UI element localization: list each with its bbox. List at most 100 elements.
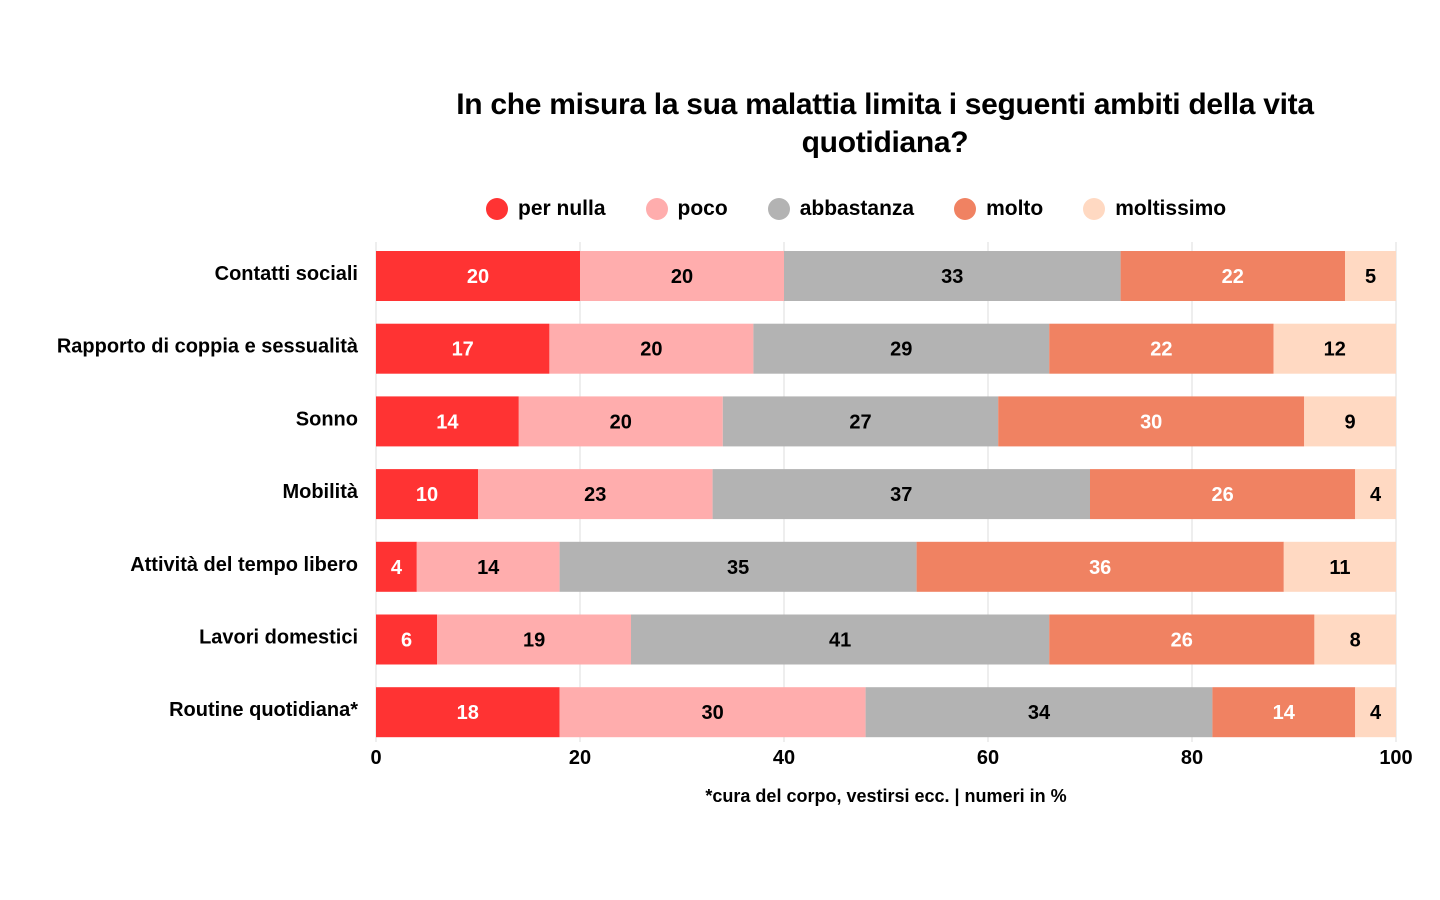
bar-segment-per-nulla bbox=[376, 323, 550, 374]
data-label: 30 bbox=[701, 702, 723, 724]
data-label: 20 bbox=[640, 339, 662, 361]
legend-item-abbastanza: abbastanza bbox=[767, 197, 915, 221]
chart-title: In che misura la sua malattia limita i s… bbox=[380, 86, 1390, 162]
data-label: 29 bbox=[890, 339, 912, 361]
bar-segment-poco bbox=[437, 614, 631, 665]
category-label: Sonno bbox=[296, 408, 358, 430]
legend-item-per-nulla: per nulla bbox=[486, 197, 606, 221]
category-labels: Contatti sociali Rapporto di coppia e ses… bbox=[57, 263, 359, 721]
data-label: 27 bbox=[849, 411, 871, 433]
data-label: 10 bbox=[416, 484, 438, 506]
data-label: 33 bbox=[941, 266, 963, 288]
bar-segment-moltissimo bbox=[1304, 396, 1396, 447]
data-label: 12 bbox=[1324, 339, 1346, 361]
x-tick-label: 20 bbox=[569, 747, 591, 769]
category-label: Attività del tempo libero bbox=[130, 554, 358, 576]
x-tick-label: 60 bbox=[977, 747, 999, 769]
legend-label: abbastanza bbox=[799, 197, 915, 220]
bar-segment-poco bbox=[416, 541, 560, 592]
bar-segment-per-nulla bbox=[376, 251, 580, 301]
bar-segment-molto bbox=[1120, 251, 1345, 301]
bar-segment-abbastanza bbox=[784, 251, 1121, 301]
data-label: 22 bbox=[1222, 266, 1244, 288]
legend: per nulla poco abbastanza molto moltissi… bbox=[486, 194, 1266, 224]
bar-segment-moltissimo bbox=[1273, 323, 1396, 374]
bar-segment-poco bbox=[580, 251, 784, 301]
bar-segment-molto bbox=[916, 541, 1284, 592]
data-label: 35 bbox=[727, 557, 749, 579]
bar-row: 4 14 35 36 11 bbox=[376, 541, 1396, 592]
data-label: 34 bbox=[1028, 702, 1051, 724]
bar-segment-moltissimo bbox=[1283, 541, 1396, 592]
x-axis-ticks: 0 20 40 60 80 100 bbox=[370, 747, 1412, 769]
legend-swatch-icon bbox=[1083, 198, 1106, 220]
bar-segment-abbastanza bbox=[559, 541, 917, 592]
category-label: Lavori domestici bbox=[199, 627, 358, 649]
data-label: 41 bbox=[829, 630, 851, 652]
bar-row: 18 30 34 14 4 bbox=[376, 687, 1396, 738]
legend-label: poco bbox=[677, 197, 728, 220]
data-label: 14 bbox=[1273, 702, 1296, 724]
bar-segment-per-nulla bbox=[376, 541, 417, 592]
data-label: 37 bbox=[890, 484, 912, 506]
data-label: 17 bbox=[452, 339, 474, 361]
data-label: 4 bbox=[1370, 702, 1382, 724]
legend-swatch-icon bbox=[486, 198, 508, 220]
legend-swatch-icon bbox=[954, 198, 977, 220]
bar-segment-abbastanza bbox=[865, 687, 1213, 738]
data-label: 5 bbox=[1365, 266, 1376, 288]
data-label: 20 bbox=[671, 266, 693, 288]
category-label: Routine quotidiana* bbox=[169, 699, 358, 721]
bar-segment-per-nulla bbox=[376, 614, 438, 665]
chart-title-line-1: In che misura la sua malattia limita i s… bbox=[456, 88, 1314, 121]
bar-row: 14 20 27 30 9 bbox=[376, 396, 1396, 447]
x-tick-label: 100 bbox=[1379, 747, 1412, 769]
bar-segment-moltissimo bbox=[1345, 251, 1396, 301]
bar-segment-abbastanza bbox=[712, 469, 1090, 520]
bar-row: 20 20 33 22 5 bbox=[376, 251, 1396, 301]
category-label: Mobilità bbox=[282, 481, 358, 503]
bar-segment-per-nulla bbox=[376, 396, 519, 447]
bar-segment-moltissimo bbox=[1314, 614, 1396, 665]
bar-segment-molto bbox=[1049, 323, 1274, 374]
data-label: 19 bbox=[523, 630, 545, 652]
bar-segment-abbastanza bbox=[631, 614, 1050, 665]
bar-row: 10 23 37 26 4 bbox=[376, 469, 1396, 520]
bar-segment-molto bbox=[1212, 687, 1356, 738]
legend-swatch-icon bbox=[767, 198, 790, 220]
bar-row: 17 20 29 22 12 bbox=[376, 323, 1396, 374]
x-tick-label: 80 bbox=[1181, 747, 1203, 769]
bar-segment-poco bbox=[549, 323, 754, 374]
bar-segment-abbastanza bbox=[753, 323, 1050, 374]
legend-label: per nulla bbox=[518, 197, 606, 220]
data-label: 8 bbox=[1350, 630, 1361, 652]
legend-item-moltissimo: moltissimo bbox=[1083, 197, 1226, 221]
data-label: 4 bbox=[391, 557, 403, 579]
legend-label: moltissimo bbox=[1115, 197, 1227, 220]
data-label: 30 bbox=[1140, 411, 1162, 433]
data-label: 14 bbox=[477, 557, 500, 579]
data-label: 9 bbox=[1345, 411, 1356, 433]
x-tick-label: 0 bbox=[370, 747, 381, 769]
footnote: *cura del corpo, vestirsi ecc. | numeri … bbox=[705, 786, 1067, 806]
data-label: 18 bbox=[457, 702, 479, 724]
bar-row: 6 19 41 26 8 bbox=[376, 614, 1396, 665]
data-label: 20 bbox=[610, 411, 632, 433]
legend-item-molto: molto bbox=[954, 197, 1043, 221]
legend-item-poco: poco bbox=[645, 197, 728, 221]
bar-segment-per-nulla bbox=[376, 687, 560, 738]
category-label: Rapporto di coppia e sessualità bbox=[57, 336, 359, 358]
bar-segment-molto bbox=[1090, 469, 1356, 520]
bar-segment-poco bbox=[518, 396, 723, 447]
chart-title-line-2: quotidiana? bbox=[801, 126, 969, 159]
data-label: 26 bbox=[1211, 484, 1233, 506]
bar-segment-per-nulla bbox=[376, 469, 478, 520]
bar-segment-moltissimo bbox=[1355, 687, 1396, 738]
bar-segment-poco bbox=[559, 687, 866, 738]
data-label: 23 bbox=[584, 484, 606, 506]
data-label: 14 bbox=[436, 411, 459, 433]
bar-segment-abbastanza bbox=[722, 396, 999, 447]
data-label: 22 bbox=[1150, 339, 1172, 361]
